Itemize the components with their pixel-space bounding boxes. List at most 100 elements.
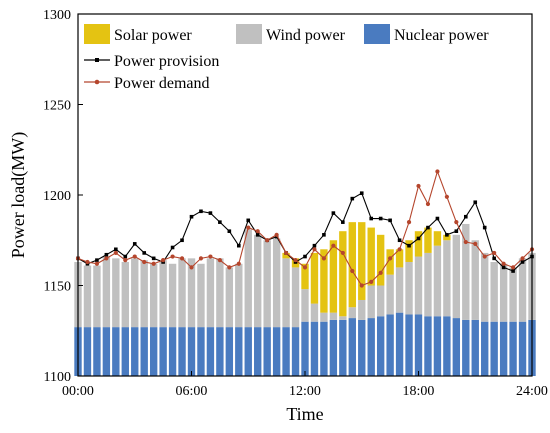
power-demand-point [227, 265, 232, 270]
power-demand-point [208, 254, 213, 259]
wind-power-bar [187, 258, 196, 328]
nuclear-power-bar [405, 314, 413, 376]
power-demand-point [331, 243, 336, 248]
solar-power-legend-swatch [84, 24, 110, 44]
power-demand-point [246, 225, 251, 230]
axes [77, 13, 533, 377]
power-demand-point [104, 256, 109, 261]
nuclear-power-bar [225, 327, 234, 376]
nuclear-power-bar [149, 327, 158, 376]
power-provision-point [426, 225, 430, 230]
wind-power-bar [433, 245, 442, 317]
power-demand-point [283, 250, 289, 256]
power-demand-point [236, 261, 241, 266]
nuclear-power-bar [244, 327, 252, 376]
y-tick-label: 1300 [43, 8, 71, 23]
wind-power-bar [121, 261, 129, 328]
wind-power-bar [206, 258, 215, 328]
power-provision-point [492, 256, 496, 261]
power-provision-point [463, 214, 468, 219]
power-demand-point [435, 169, 440, 174]
power-demand-point [520, 256, 525, 261]
solar-power-bar [358, 222, 366, 300]
nuclear-power-bar [443, 316, 451, 376]
power-provision-point [322, 233, 326, 237]
power-demand-point [378, 270, 383, 275]
power-demand-point [302, 265, 308, 270]
power-provision-point [511, 269, 515, 273]
wind-power-bar [367, 285, 375, 319]
nuclear-power-legend-swatch [364, 24, 390, 44]
nuclear-power-bar [301, 321, 309, 376]
wind-power-bar [376, 285, 385, 317]
nuclear-power-bar [509, 321, 517, 376]
power-demand-point [94, 261, 100, 266]
x-tick-label: 24:00 [516, 384, 548, 399]
wind-power-bar [490, 261, 498, 322]
wind-power-bar [225, 267, 234, 328]
nuclear-power-bar [348, 318, 356, 376]
power-demand-point [463, 239, 468, 245]
wind-power-bar [83, 265, 92, 328]
power-demand-point [473, 241, 478, 246]
power-provision-point [435, 216, 440, 221]
nuclear-power-bar [272, 327, 281, 376]
power-demand-point [179, 256, 185, 261]
wind-power-bar [395, 267, 404, 313]
wind-power-bar [358, 299, 366, 320]
wind-power-bar [424, 252, 432, 317]
wind-power-bar [131, 258, 139, 328]
power-provision-point [303, 254, 307, 259]
power-provision-point [199, 209, 203, 214]
power-provision-point [341, 220, 345, 224]
power-demand-point [406, 220, 412, 225]
power-demand-point [170, 254, 175, 259]
power-provision-point [151, 256, 156, 261]
wind-power-bar [301, 289, 309, 322]
wind-power-bar [149, 263, 158, 328]
power-demand-point [501, 261, 506, 266]
nuclear-power-legend-label: Nuclear power [394, 27, 489, 44]
nuclear-power-bar [395, 312, 404, 376]
wind-power-bar [159, 260, 167, 328]
power-provision-point [359, 191, 364, 195]
power-provision-point [378, 216, 383, 221]
solar-power-bar [320, 249, 328, 313]
solar-power-bars [282, 222, 451, 317]
power-provision-point [236, 243, 241, 248]
power-provision-point [482, 225, 487, 230]
power-provision-point [95, 258, 99, 262]
nuclear-power-bar [291, 327, 300, 376]
power-provision-point [407, 243, 411, 248]
solar-power-bar [443, 234, 451, 241]
power-provision-point [189, 214, 194, 219]
power-provision-point [331, 211, 336, 215]
nuclear-power-bar [518, 321, 527, 376]
wind-power-bar [518, 258, 527, 322]
nuclear-power-bar [424, 316, 432, 376]
wind-power-bar [320, 312, 328, 322]
power-demand-point [132, 254, 137, 259]
power-provision-point [473, 200, 478, 205]
nuclear-power-bar [112, 327, 120, 376]
wind-power-bar [471, 240, 479, 320]
nuclear-power-bar [367, 318, 375, 376]
wind-power-bar [291, 267, 300, 328]
power-demand-point [255, 229, 260, 234]
power-demand-point [85, 259, 90, 265]
power-demand-point [444, 194, 449, 199]
nuclear-power-bar [140, 327, 148, 376]
power-provision-point [369, 216, 374, 221]
power-provision-point [445, 233, 449, 237]
tick-labels: 1100 1150 1200 1250 1300 00:00 06:00 12:00 18:00… [43, 8, 548, 399]
nuclear-power-bar [93, 327, 101, 376]
nuclear-power-bar [386, 314, 394, 376]
wind-power-bar [93, 265, 101, 328]
nuclear-power-bar [433, 316, 442, 376]
legend: Solar power Wind power Nuclear power Power … [84, 24, 489, 92]
power-demand-point [113, 250, 118, 256]
nuclear-power-bar [499, 321, 508, 376]
power-demand-point [151, 261, 156, 266]
power-provision-point [520, 260, 525, 264]
power-demand-point [293, 258, 298, 263]
